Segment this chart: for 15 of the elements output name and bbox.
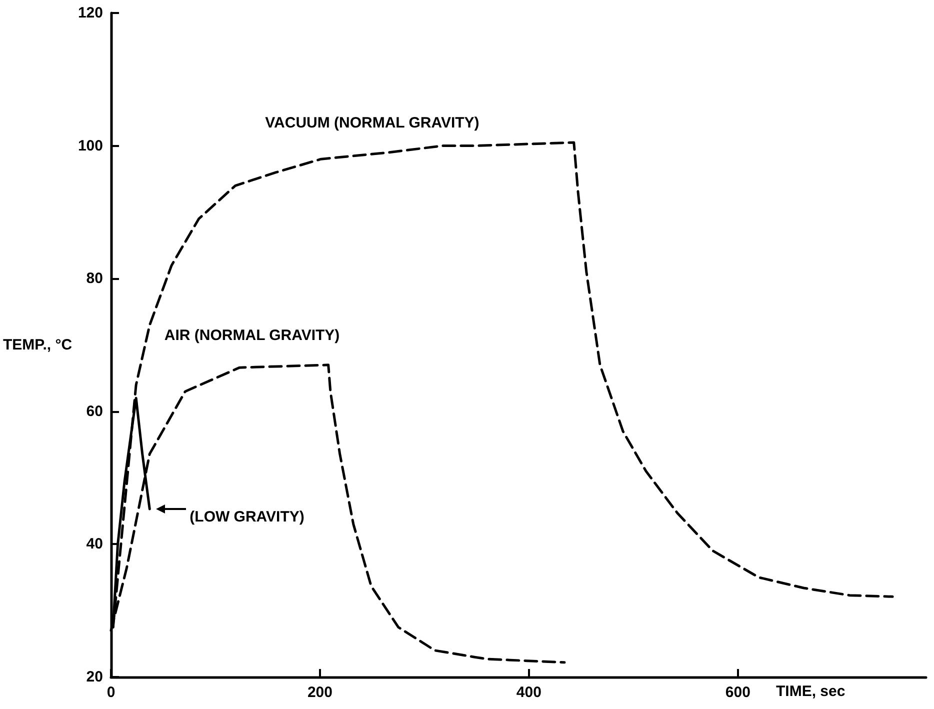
x-tick-label: 600 (725, 684, 750, 701)
y-axis-title: TEMP., °C (2, 336, 72, 354)
y-tick-label: 20 (86, 668, 103, 686)
x-axis-title: TIME, sec (776, 683, 846, 700)
annotation: (LOW GRAVITY) (190, 508, 304, 526)
y-tick-label: 40 (86, 536, 103, 553)
x-tick-label: 200 (307, 684, 332, 701)
x-tick-label: 400 (516, 684, 542, 701)
annotation: AIR (NORMAL GRAVITY) (164, 326, 340, 344)
x-tick-label: 0 (106, 684, 116, 701)
y-tick-label: 60 (86, 402, 103, 420)
y-tick-label: 80 (86, 270, 103, 288)
y-tick-label: 120 (78, 4, 103, 22)
y-tick-label: 100 (78, 137, 103, 154)
annotation: VACUUM (NORMAL GRAVITY) (265, 114, 480, 132)
